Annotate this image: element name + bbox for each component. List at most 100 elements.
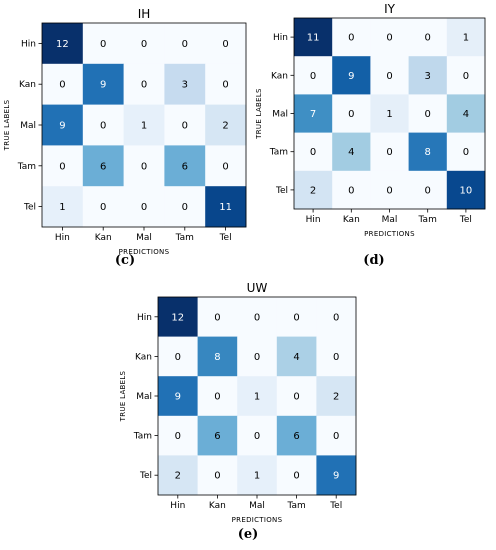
x-tick-label: Kan: [95, 233, 112, 243]
cell-value-label: 11: [219, 202, 232, 213]
matrix-cell: [276, 455, 317, 496]
x-tick-label: Tam: [418, 215, 437, 225]
matrix-cell: [205, 186, 247, 228]
x-tick-label: Mal: [136, 233, 152, 243]
matrix-cell: [158, 297, 198, 337]
matrix-cell: [205, 23, 247, 65]
matrix-cell: [82, 104, 124, 146]
matrix-title: IY: [384, 2, 396, 16]
y-tick-label: Mal: [272, 110, 288, 120]
cell-value-label: 0: [100, 202, 106, 213]
y-tick-label: Hin: [21, 39, 36, 49]
matrix-cell: [158, 455, 198, 496]
matrix-cell: [237, 455, 278, 496]
matrix-cell: [408, 18, 448, 57]
x-tick-label: Hin: [55, 233, 70, 243]
matrix-cell: [164, 145, 206, 187]
matrix-cell: [42, 145, 84, 187]
matrix-cell: [276, 415, 317, 456]
cell-value-label: 0: [141, 161, 147, 172]
x-tick-label: Tam: [175, 233, 194, 243]
cell-value-label: 1: [141, 121, 147, 132]
y-tick-label: Mal: [20, 121, 36, 131]
matrix-cell: [446, 56, 486, 95]
cell-value-label: 9: [348, 71, 354, 82]
cell-value-label: 0: [293, 471, 299, 482]
matrix-cell: [197, 297, 238, 337]
y-tick-label: Kan: [135, 352, 152, 362]
y-axis-label: TRUE LABELS: [119, 370, 127, 422]
cell-value-label: 0: [141, 80, 147, 91]
matrix-cell: [123, 63, 165, 105]
cell-value-label: 0: [333, 431, 339, 442]
matrix-cell: [332, 170, 371, 210]
cell-value-label: 6: [100, 161, 106, 172]
cell-value-label: 0: [386, 147, 392, 158]
y-tick-label: Mal: [136, 392, 152, 402]
matrix-cell: [332, 18, 371, 57]
cell-value-label: 0: [463, 147, 469, 158]
matrix-cell: [370, 94, 409, 133]
matrix-cell: [197, 336, 238, 377]
matrix-cell: [408, 132, 448, 172]
cell-value-label: 0: [293, 312, 299, 323]
cell-value-label: 0: [182, 39, 188, 50]
matrix-cell: [123, 145, 165, 187]
matrix-cell: [42, 186, 84, 228]
cell-value-label: 0: [175, 352, 181, 363]
matrix-cell: [294, 94, 333, 133]
cell-value-label: 0: [463, 71, 469, 82]
matrix-cell: [82, 63, 124, 105]
matrix-cell: [197, 415, 238, 456]
matrix-cell: [123, 23, 165, 65]
cell-value-label: 0: [425, 33, 431, 44]
cell-value-label: 0: [310, 147, 316, 158]
matrix-cell: [197, 455, 238, 496]
matrix-cell: [316, 336, 357, 377]
x-tick-label: Tel: [219, 233, 232, 243]
cell-value-label: 12: [56, 39, 69, 50]
cell-value-label: 12: [171, 312, 184, 323]
matrix-cell: [158, 376, 198, 417]
matrix-cell: [446, 18, 486, 57]
subfigure-caption: (e): [238, 527, 259, 542]
matrix-cell: [123, 104, 165, 146]
matrix-cell: [82, 145, 124, 187]
matrix-cell: [294, 18, 333, 57]
matrix-cell: [316, 455, 357, 496]
cell-value-label: 9: [175, 392, 181, 403]
matrix-cell: [205, 104, 247, 146]
cell-value-label: 6: [214, 431, 220, 442]
matrix-cell: [164, 186, 206, 228]
y-axis-label: TRUE LABELS: [255, 88, 263, 140]
cell-value-label: 1: [254, 392, 260, 403]
cell-value-label: 0: [425, 185, 431, 196]
x-tick-label: Tel: [459, 215, 472, 225]
x-tick-label: Kan: [209, 501, 226, 511]
y-tick-label: Hin: [273, 33, 288, 43]
x-tick-label: Mal: [249, 501, 265, 511]
subfigure-caption: (c): [115, 253, 135, 268]
cell-value-label: 2: [222, 121, 228, 132]
y-tick-label: Tel: [139, 471, 152, 481]
cell-value-label: 1: [59, 202, 65, 213]
matrix-cell: [370, 56, 409, 95]
matrix-cell: [42, 63, 84, 105]
matrix-cell: [237, 415, 278, 456]
matrix-cell: [42, 104, 84, 146]
cell-value-label: 0: [348, 185, 354, 196]
x-tick-label: Hin: [306, 215, 321, 225]
matrix-cell: [276, 376, 317, 417]
matrix-cell: [205, 145, 247, 187]
cell-value-label: 0: [59, 161, 65, 172]
cell-value-label: 0: [254, 312, 260, 323]
cell-value-label: 0: [182, 121, 188, 132]
y-tick-label: Kan: [19, 80, 36, 90]
x-tick-label: Mal: [382, 215, 398, 225]
cell-value-label: 0: [59, 80, 65, 91]
cell-value-label: 3: [182, 80, 188, 91]
cell-value-label: 10: [460, 185, 473, 196]
cell-value-label: 2: [175, 471, 181, 482]
matrix-cell: [294, 56, 333, 95]
